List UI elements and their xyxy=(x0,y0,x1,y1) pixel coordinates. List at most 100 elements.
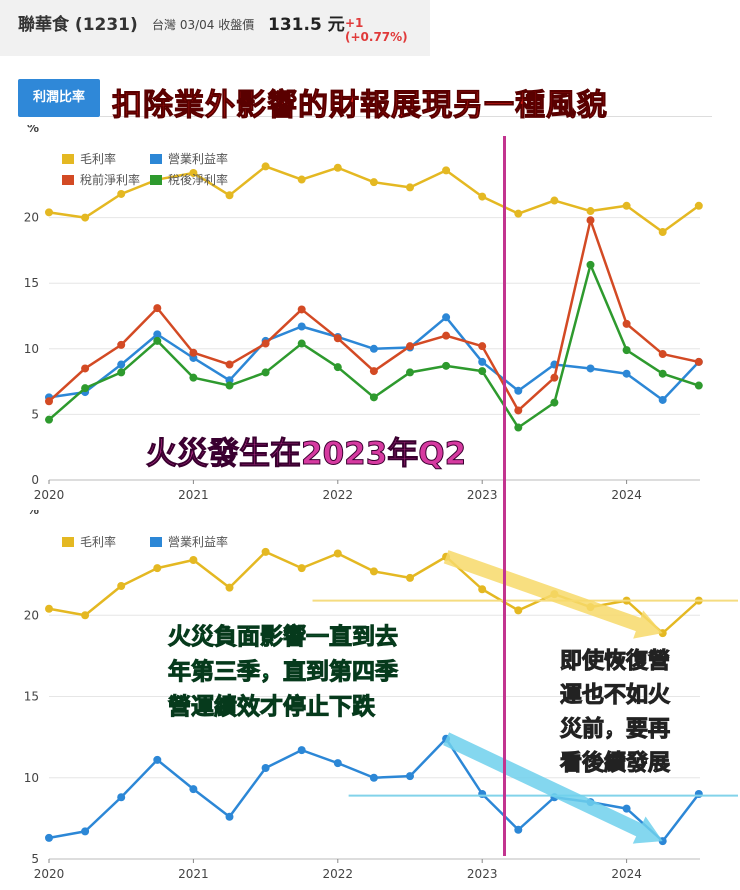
stock-name: 聯華食 (1231) xyxy=(18,15,138,35)
data-point xyxy=(586,207,595,216)
data-point xyxy=(478,585,487,594)
data-point xyxy=(442,331,451,340)
data-point xyxy=(117,368,126,377)
market-date-label: 台灣 03/04 收盤價 xyxy=(152,18,255,32)
legend-label: 毛利率 xyxy=(80,534,116,549)
data-point xyxy=(261,547,270,556)
annotation-line: 營運績效才停止下跌 xyxy=(168,694,376,721)
data-point xyxy=(261,162,270,171)
data-point xyxy=(261,339,270,348)
price-change: +1 (+0.77%) xyxy=(345,16,408,44)
negative-impact-annotation: 火災負面影響一直到去 年第三季，直到第四季 營運績效才停止下跌 xyxy=(168,620,399,725)
y-tick-label: 5 xyxy=(31,852,39,866)
data-point xyxy=(225,360,234,369)
y-axis-label: % xyxy=(27,125,39,135)
x-tick-label: 2021 xyxy=(178,867,209,881)
data-point xyxy=(81,827,90,836)
data-point xyxy=(514,606,523,615)
fire-event-line xyxy=(503,136,506,856)
data-point xyxy=(189,348,198,357)
data-point xyxy=(81,364,90,373)
data-point xyxy=(514,825,523,834)
data-point xyxy=(406,342,414,351)
data-point xyxy=(478,192,487,201)
data-point xyxy=(225,191,234,200)
series-line xyxy=(48,165,700,234)
legend-swatch xyxy=(150,537,162,547)
data-point xyxy=(694,201,703,210)
data-point xyxy=(261,764,270,772)
data-point xyxy=(117,582,126,590)
x-tick-label: 2023 xyxy=(467,488,498,502)
data-point xyxy=(297,339,306,348)
headline-annotation: 扣除業外影響的財報展現另一種風貌 xyxy=(112,88,608,124)
legend-label: 營業利益率 xyxy=(168,534,228,549)
data-point xyxy=(369,393,378,402)
annotation-line: 年第三季，直到第四季 xyxy=(168,659,399,686)
data-point xyxy=(658,228,667,237)
x-tick-label: 2020 xyxy=(34,867,65,881)
tab-profit-ratio[interactable]: 利潤比率 xyxy=(18,79,100,117)
annotation-line: 運也不如火 xyxy=(559,683,671,709)
series-line xyxy=(48,316,700,402)
data-point xyxy=(189,556,198,564)
data-point xyxy=(297,322,306,331)
annotation-line: 看後續發展 xyxy=(559,751,671,777)
data-point xyxy=(622,346,631,355)
legend-swatch xyxy=(150,175,162,185)
data-point xyxy=(153,304,162,313)
data-point xyxy=(406,368,414,377)
data-point xyxy=(45,833,53,842)
data-point xyxy=(225,812,234,821)
data-point xyxy=(117,793,126,802)
outlook-annotation: 即使恢復營 運也不如火 災前，要再 看後續發展 xyxy=(559,645,671,781)
legend-label: 營業利益率 xyxy=(168,151,228,166)
data-point xyxy=(297,746,306,755)
data-point xyxy=(117,360,126,369)
data-point xyxy=(478,342,487,351)
data-point xyxy=(694,381,703,390)
data-point xyxy=(189,168,198,177)
y-tick-label: 20 xyxy=(24,608,39,622)
data-point xyxy=(514,386,523,395)
stock-header: 聯華食 (1231) 台灣 03/04 收盤價 131.5 元 +1 (+0.7… xyxy=(0,0,430,56)
data-point xyxy=(478,357,487,366)
data-point xyxy=(153,755,162,764)
data-point xyxy=(586,260,595,269)
x-tick-label: 2024 xyxy=(611,867,642,881)
data-point xyxy=(369,773,378,782)
fire-annotation: 火災發生在2023年Q2 xyxy=(145,436,467,473)
data-point xyxy=(369,567,378,576)
data-point xyxy=(45,604,53,613)
data-point xyxy=(225,583,234,592)
data-point xyxy=(442,166,451,175)
annotation-line: 火災負面影響一直到去 xyxy=(168,624,399,651)
data-point xyxy=(333,363,342,372)
gross-decline-arrow xyxy=(443,550,663,639)
x-tick-label: 2024 xyxy=(611,488,642,502)
y-tick-label: 15 xyxy=(24,690,39,704)
profit-ratio-chart-all: 0 5 10 15 20% 2020 2021 2022 2023 2024 毛利率 營業利益率稅前淨… xyxy=(24,125,703,502)
data-point xyxy=(369,344,378,353)
data-point xyxy=(658,395,667,404)
data-point xyxy=(550,373,559,382)
data-point xyxy=(81,384,90,393)
data-point xyxy=(45,415,53,424)
data-point xyxy=(550,196,559,205)
data-point xyxy=(694,790,703,798)
data-point xyxy=(514,209,523,218)
data-point xyxy=(622,319,631,328)
y-tick-label: 15 xyxy=(24,276,39,290)
y-tick-label: 5 xyxy=(31,407,39,421)
data-point xyxy=(586,216,595,225)
annotation-line: 即使恢復營 xyxy=(559,649,671,675)
data-point xyxy=(333,334,342,343)
data-point xyxy=(658,350,667,359)
data-point xyxy=(622,201,631,210)
close-price: 131.5 元 xyxy=(268,15,345,35)
data-point xyxy=(514,423,523,432)
data-point xyxy=(153,336,162,345)
y-tick-label: 20 xyxy=(24,211,39,225)
data-point xyxy=(333,163,342,172)
legend-swatch xyxy=(62,175,74,185)
